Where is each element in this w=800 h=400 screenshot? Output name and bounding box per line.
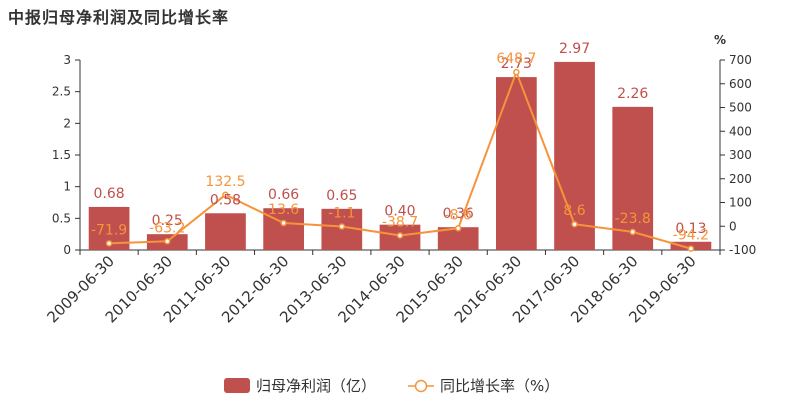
bar[interactable]: [554, 61, 595, 251]
y-left-tick-label: 3: [63, 53, 71, 67]
line-value-label: -94.2: [673, 228, 709, 244]
y-right-tick-label: 300: [729, 148, 752, 162]
legend-line-marker: [414, 379, 428, 393]
bar-value-label: 0.36: [443, 206, 474, 222]
bar-value-label: 0.25: [152, 213, 183, 229]
line-value-label: 648.7: [496, 51, 536, 67]
bar-value-label: 0.40: [384, 204, 415, 220]
line-point[interactable]: [454, 225, 462, 232]
line-point[interactable]: [164, 238, 171, 245]
bar[interactable]: [263, 208, 304, 250]
chart-title: 中报归母净利润及同比增长率: [8, 8, 230, 27]
bar-value-label: 0.66: [268, 187, 299, 203]
line-value-label: 13.6: [268, 202, 299, 218]
y-right-tick-label: 500: [729, 101, 752, 115]
y-left-tick-label: 0: [63, 243, 71, 257]
line-value-label: 132.5: [205, 174, 245, 190]
line-point[interactable]: [513, 68, 520, 76]
data-labels: 0.68 0.25 0.58 0.66 0.65 0.40 0.36 2.73 2.97 2.26…: [91, 41, 709, 244]
y-right-tick-label: 700: [729, 53, 752, 67]
line-value-label: -63.2: [149, 220, 185, 236]
y-right-tick-label: 200: [729, 172, 752, 186]
legend-line-label[interactable]: 同比增长率（%）: [440, 377, 559, 395]
line-value-label: -23.8: [615, 211, 651, 227]
line-point[interactable]: [396, 232, 404, 239]
line-point[interactable]: [222, 191, 229, 199]
y-left-tick-label: 1: [63, 180, 71, 194]
bar-value-label: 0.13: [675, 221, 706, 237]
line-value-label: -8.6: [445, 207, 472, 223]
legend[interactable]: 归母净利润（亿） 同比增长率（%）: [224, 377, 559, 395]
line-value-label: -1.1: [328, 206, 355, 222]
line-point[interactable]: [629, 228, 636, 236]
y-right-tick-label: 400: [729, 124, 752, 138]
bar[interactable]: [437, 227, 479, 250]
line-value-label: -38.7: [382, 214, 418, 230]
bar-value-label: 0.58: [210, 192, 241, 208]
y-right-tick-label: 0: [729, 219, 737, 233]
legend-bar-label[interactable]: 归母净利润（亿）: [256, 377, 376, 395]
line-point[interactable]: [280, 219, 287, 227]
y-left-tick-label: 2: [63, 116, 71, 130]
line-point[interactable]: [687, 245, 695, 252]
bar-value-label: 0.65: [326, 188, 357, 204]
y-right-tick-label: -100: [729, 243, 756, 257]
y-left-tick-label: 0.5: [52, 211, 71, 225]
bar-value-label: 2.73: [501, 56, 532, 72]
bar[interactable]: [496, 77, 537, 250]
line-point[interactable]: [105, 240, 113, 247]
bar-series: [88, 61, 712, 251]
y-right-tick-label: 600: [729, 77, 752, 91]
bar-value-label: 2.97: [559, 41, 590, 57]
y-right-unit: %: [714, 33, 726, 47]
y-right-tick-label: 100: [729, 196, 752, 210]
bar[interactable]: [612, 106, 654, 250]
bar-value-label: 0.68: [94, 186, 125, 202]
y-left-tick-label: 2.5: [52, 85, 71, 99]
line-point[interactable]: [338, 223, 346, 230]
bar[interactable]: [205, 213, 246, 250]
line-series: [105, 68, 695, 252]
bar-value-label: 2.26: [617, 86, 648, 102]
y-left-tick-label: 1.5: [52, 148, 71, 162]
line-value-label: 8.6: [563, 203, 585, 219]
legend-bar-swatch: [224, 378, 250, 393]
line-point[interactable]: [571, 220, 578, 228]
line-value-label: -71.9: [91, 222, 127, 238]
